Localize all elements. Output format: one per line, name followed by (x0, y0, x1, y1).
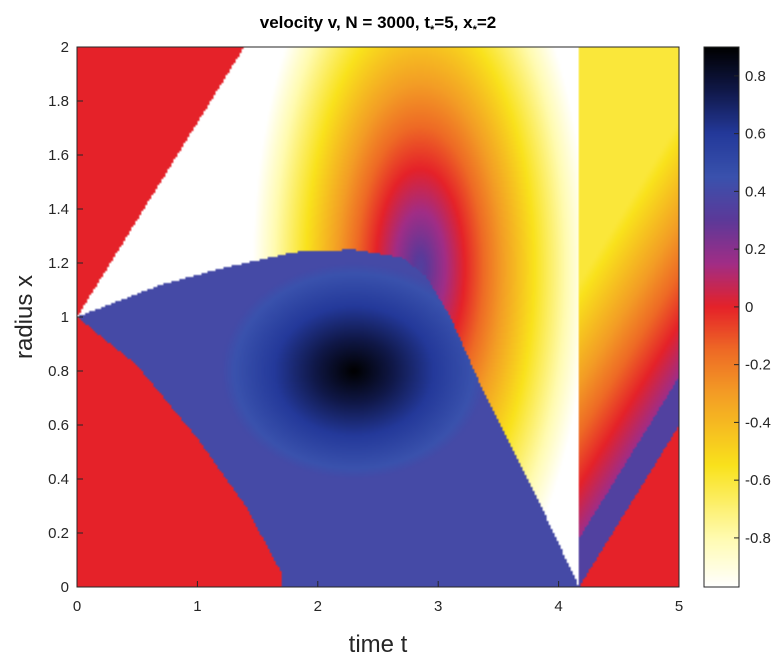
x-tick-label: 3 (434, 598, 442, 615)
colorbar-gradient (704, 47, 739, 587)
heatmap-image (77, 47, 679, 587)
x-tick-label: 5 (675, 598, 683, 615)
colorbar-tick-label: 0.6 (745, 126, 766, 143)
y-tick-label: 0.2 (48, 525, 69, 542)
y-tick-label: 1.8 (48, 93, 69, 110)
y-tick-label: 1.2 (48, 255, 69, 272)
colorbar-frame (703, 46, 740, 588)
y-tick-label: 0.8 (48, 363, 69, 380)
x-axis-label: time t (349, 631, 408, 658)
y-axis-label: radius x (11, 275, 38, 359)
y-tick-label: 1 (61, 309, 69, 326)
heatmap-plot-area (77, 47, 679, 587)
x-axis: 0 1 2 3 4 5 (73, 581, 683, 615)
y-tick-label: 2 (61, 39, 69, 56)
colorbar-tick-label: 0.4 (745, 183, 766, 200)
colorbar-ticks: -0.8 -0.6 -0.4 -0.2 0 0.2 0.4 0.6 0.8 (734, 68, 771, 547)
x-tick-label: 4 (554, 598, 562, 615)
colorbar-tick-label: 0 (745, 299, 753, 316)
colorbar-tick-label: 0.8 (745, 68, 766, 85)
colorbar-tick-label: 0.2 (745, 241, 766, 258)
x-tick-label: 2 (314, 598, 322, 615)
y-tick-label: 0.6 (48, 417, 69, 434)
colorbar-tick-label: -0.8 (745, 530, 771, 547)
y-tick-label: 0 (61, 579, 69, 596)
chart-title: velocity v, N = 3000, t*=5, x*=2 (260, 13, 497, 36)
colorbar: -0.8 -0.6 -0.4 -0.2 0 0.2 0.4 0.6 0.8 (703, 46, 771, 588)
x-tick-label: 1 (193, 598, 201, 615)
y-axis: 0 0.2 0.4 0.6 0.8 1 1.2 1.4 1.6 1.8 2 (48, 39, 83, 596)
x-tick-label: 0 (73, 598, 81, 615)
colorbar-tick-label: -0.4 (745, 414, 771, 431)
y-tick-label: 1.4 (48, 201, 69, 218)
colorbar-tick-label: -0.6 (745, 472, 771, 489)
y-tick-label: 0.4 (48, 471, 69, 488)
y-tick-label: 1.6 (48, 147, 69, 164)
colorbar-tick-label: -0.2 (745, 357, 771, 374)
